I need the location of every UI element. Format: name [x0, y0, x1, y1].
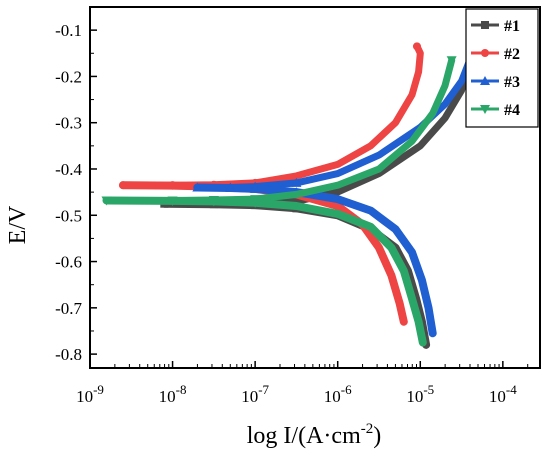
data-point — [225, 182, 236, 192]
y-tick-label: -0.4 — [55, 160, 82, 179]
x-tick-label: 10-5 — [406, 382, 434, 406]
legend-item: #1 — [471, 18, 520, 35]
data-point — [481, 21, 489, 29]
y-tick-label: -0.8 — [55, 345, 82, 364]
data-point — [292, 197, 301, 206]
data-point — [446, 56, 457, 66]
data-point — [291, 177, 302, 187]
y-axis: -0.1 -0.2 -0.3 -0.4 -0.5 -0.6 -0.7 -0.8 — [55, 21, 97, 364]
x-axis-title-sup: -2 — [361, 421, 374, 437]
y-tick-label: -0.2 — [55, 67, 82, 86]
data-point — [168, 181, 177, 190]
plot-frame — [89, 6, 541, 369]
y-axis-title: E/V — [5, 205, 31, 244]
legend-item: #4 — [471, 102, 520, 119]
plot-area — [101, 42, 477, 349]
legend-label: #1 — [504, 18, 520, 35]
legend-item: #2 — [471, 46, 520, 63]
data-point — [101, 196, 112, 206]
legend-label: #4 — [504, 102, 520, 119]
x-tick-label: 10-4 — [489, 382, 517, 406]
x-axis-title: log I/(A·cm-2) — [247, 421, 381, 449]
legend-label: #2 — [504, 46, 520, 63]
legend-label: #3 — [504, 74, 520, 91]
x-tick-label: 10-6 — [324, 382, 352, 406]
series-cathodic-line — [102, 196, 427, 347]
x-tick-label: 10-8 — [159, 382, 187, 406]
data-point — [250, 198, 261, 208]
y-tick-label: -0.1 — [55, 21, 82, 40]
data-point — [119, 181, 128, 190]
legend: #1 #2 #3 #4 — [465, 8, 539, 128]
y-tick-label: -0.5 — [55, 206, 82, 225]
x-axis: 10-9 10-8 10-7 10-6 10-5 10-4 — [76, 361, 529, 406]
x-axis-title-main: log I/(A·cm — [247, 423, 361, 449]
y-tick-label: -0.7 — [55, 299, 82, 318]
data-point — [167, 196, 178, 206]
x-axis-title-tail: ) — [373, 423, 381, 449]
data-point — [412, 42, 421, 51]
data-point — [480, 76, 490, 85]
legend-item: #3 — [471, 74, 520, 91]
data-point — [192, 182, 203, 192]
legend-box — [465, 8, 539, 128]
y-tick-label: -0.3 — [55, 114, 82, 133]
y-tick-label: -0.6 — [55, 253, 82, 272]
data-point — [481, 49, 489, 57]
series-cathodic-line — [193, 183, 437, 338]
x-tick-label: 10-7 — [241, 382, 269, 406]
series-4 — [101, 56, 457, 347]
data-point — [250, 183, 261, 193]
x-tick-label: 10-9 — [76, 382, 104, 406]
series-anodic-line — [119, 42, 424, 189]
data-point — [208, 197, 219, 207]
data-point — [480, 105, 490, 114]
